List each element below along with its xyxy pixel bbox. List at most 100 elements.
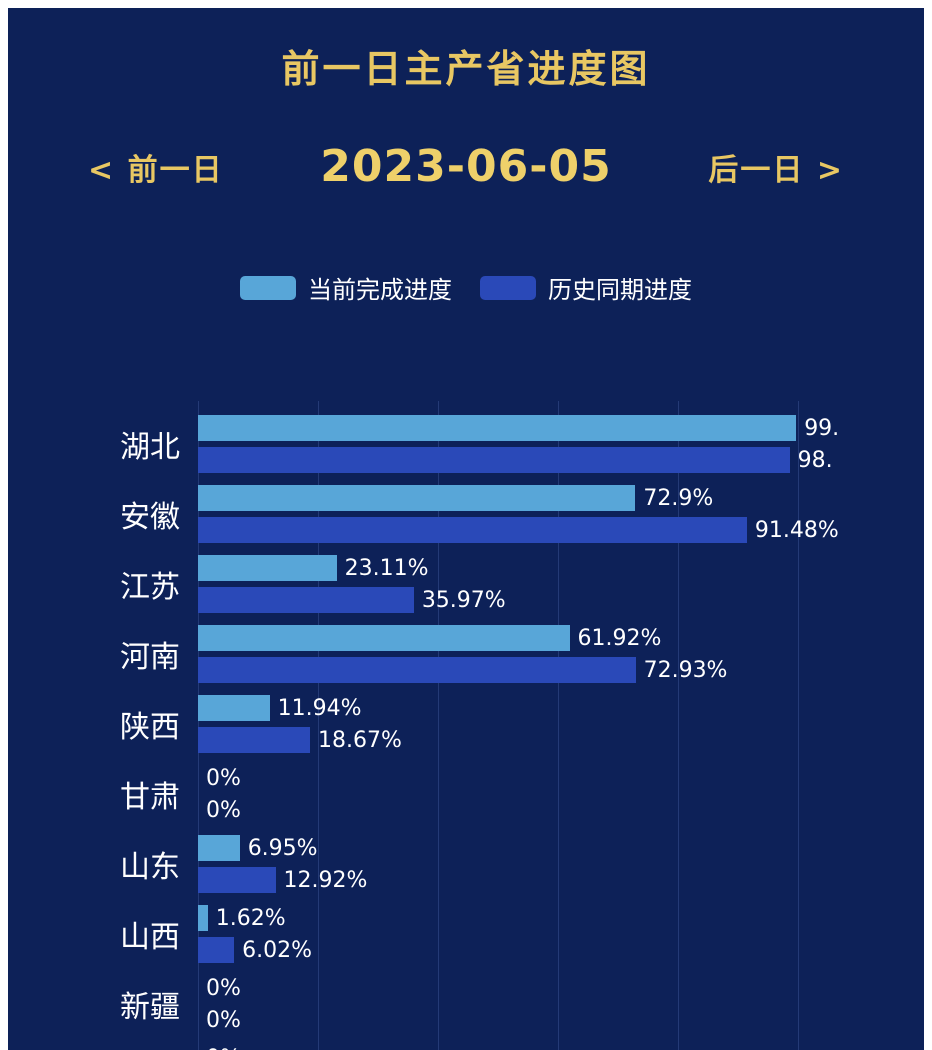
current-progress-bar[interactable]	[198, 415, 797, 441]
bar-group: 0%0%	[198, 969, 241, 1039]
bar-line: 0%	[198, 975, 241, 1001]
bar-line: 99.	[198, 415, 839, 441]
history-progress-bar[interactable]	[198, 447, 790, 473]
gridline	[438, 401, 439, 1050]
legend-swatch	[240, 275, 296, 300]
bar-group: 23.11% 35.97%	[198, 549, 506, 619]
bar-group: 1.62% 6.02%	[198, 899, 312, 969]
bar-value-label: 61.92%	[577, 625, 662, 651]
bar-group: 11.94% 18.67%	[198, 689, 402, 759]
legend: 当前完成进度 历史同期进度	[8, 270, 924, 305]
date-navigation: < 前一日 2023-06-05 后一日 >	[8, 141, 924, 192]
category-label: 山东	[120, 850, 180, 885]
bar-line: 11.94%	[198, 695, 402, 721]
bar-line: 61.92%	[198, 625, 727, 651]
history-progress-bar[interactable]	[198, 657, 636, 683]
chart-row: 甘肃 0% 0%	[8, 759, 924, 829]
history-progress-bar[interactable]	[198, 517, 747, 543]
current-progress-bar[interactable]	[198, 905, 208, 931]
history-progress-bar[interactable]	[198, 937, 235, 963]
bar-line: 18.67%	[198, 727, 402, 753]
bar-line: 23.11%	[198, 555, 506, 581]
bar-value-label: 0%	[206, 1046, 241, 1050]
chart-rows: 湖北 99. 98. 安徽 72.9% 91.48% 江苏 23.11% 35.97% 河南 61.…	[8, 409, 924, 1050]
chart-row: 陕西 11.94% 18.67%	[8, 689, 924, 759]
bar-group: 0%0%	[198, 1039, 241, 1050]
bar-line: 98.	[198, 447, 839, 473]
history-progress-bar[interactable]	[198, 727, 311, 753]
bar-value-label: 11.94%	[277, 695, 362, 721]
chart-row: 山东 6.95% 12.92%	[8, 829, 924, 899]
bar-line: 0%	[198, 1045, 241, 1050]
bar-group: 6.95% 12.92%	[198, 829, 367, 899]
bar-chart: 湖北 99. 98. 安徽 72.9% 91.48% 江苏 23.11% 35.97% 河南 61.…	[8, 401, 924, 1050]
legend-swatch	[480, 275, 536, 300]
legend-item-history[interactable]: 历史同期进度	[480, 270, 692, 305]
chart-row: 江苏 23.11% 35.97%	[8, 549, 924, 619]
bar-group: 61.92% 72.93%	[198, 619, 727, 689]
bar-group: 99. 98.	[198, 409, 839, 479]
bar-value-label: 12.92%	[283, 867, 368, 893]
bar-value-label: 0%	[206, 765, 241, 791]
legend-item-current[interactable]: 当前完成进度	[240, 270, 452, 305]
bar-value-label: 18.67%	[318, 727, 402, 753]
gridline	[798, 401, 799, 1050]
category-label: 湖北	[120, 430, 180, 465]
bar-line: 6.02%	[198, 937, 312, 963]
next-day-button[interactable]: 后一日 >	[708, 152, 844, 188]
bar-value-label: 91.48%	[754, 517, 839, 543]
bar-value-label: 1.62%	[215, 905, 286, 931]
current-progress-bar[interactable]	[198, 555, 337, 581]
bar-value-label: 0%	[206, 797, 241, 823]
chart-row: 湖北 99. 98.	[8, 409, 924, 479]
legend-label: 当前完成进度	[308, 276, 452, 304]
legend-label: 历史同期进度	[548, 276, 692, 304]
bar-line: 91.48%	[198, 517, 839, 543]
chart-row: 河南 61.92% 72.93%	[8, 619, 924, 689]
bar-line: 1.62%	[198, 905, 312, 931]
category-label: 江苏	[120, 570, 180, 605]
current-progress-bar[interactable]	[198, 835, 240, 861]
gridline	[318, 401, 319, 1050]
bar-line: 35.97%	[198, 587, 506, 613]
category-label: 甘肃	[120, 780, 180, 815]
chart-row: 山西 1.62% 6.02%	[8, 899, 924, 969]
chart-panel: 前一日主产省进度图 < 前一日 2023-06-05 后一日 > 当前完成进度 历…	[8, 8, 924, 1050]
prev-day-button[interactable]: < 前一日	[88, 152, 224, 188]
bar-line: 0%	[198, 797, 241, 823]
bar-value-label: 6.02%	[242, 937, 312, 963]
category-label: 安徽	[120, 500, 180, 535]
bar-line: 0%	[198, 1007, 241, 1033]
chart-row: 安徽 72.9% 91.48%	[8, 479, 924, 549]
bar-value-label: 99.	[804, 415, 840, 441]
gridline	[198, 401, 199, 1050]
current-progress-bar[interactable]	[198, 485, 636, 511]
category-label: 山西	[120, 920, 180, 955]
bar-group: 0%0%	[198, 759, 241, 829]
category-label: 陕西	[120, 710, 180, 745]
bar-value-label: 23.11%	[344, 555, 429, 581]
gridline	[558, 401, 559, 1050]
history-progress-bar[interactable]	[198, 867, 276, 893]
category-label: 河北	[8, 1039, 198, 1050]
bar-value-label: 35.97%	[421, 587, 506, 613]
bar-group: 72.9% 91.48%	[198, 479, 839, 549]
chart-row: 新疆 0% 0%	[8, 969, 924, 1039]
bar-line: 6.95%	[198, 835, 367, 861]
current-date: 2023-06-05	[320, 141, 612, 192]
chart-row: 河北0%0%	[8, 1039, 924, 1050]
bar-value-label: 72.93%	[643, 657, 728, 683]
current-progress-bar[interactable]	[198, 625, 570, 651]
category-label: 河南	[120, 640, 180, 675]
bar-line: 72.93%	[198, 657, 727, 683]
history-progress-bar[interactable]	[198, 587, 414, 613]
bar-value-label: 72.9%	[643, 485, 714, 511]
page-title: 前一日主产省进度图	[281, 47, 651, 91]
bar-line: 12.92%	[198, 867, 367, 893]
bar-value-label: 6.95%	[247, 835, 318, 861]
bar-line: 72.9%	[198, 485, 839, 511]
current-progress-bar[interactable]	[198, 695, 270, 721]
bar-value-label: 0%	[206, 975, 241, 1001]
category-label: 新疆	[120, 990, 180, 1025]
